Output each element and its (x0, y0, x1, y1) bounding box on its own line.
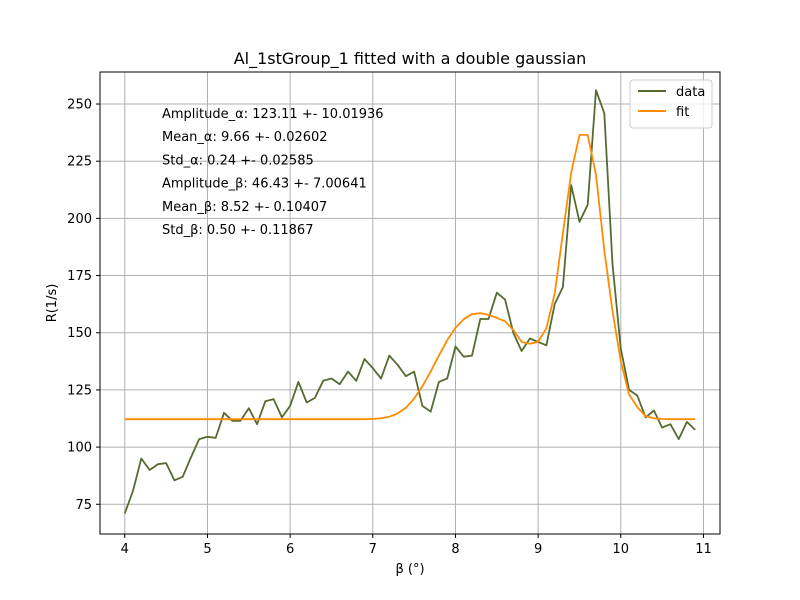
series-line-fit (124, 133, 696, 421)
x-tick-label: 10 (613, 542, 630, 557)
chart-title: Al_1stGroup_1 fitted with a double gauss… (234, 49, 587, 69)
legend-label-fit: fit (676, 105, 689, 120)
annotations: Amplitude_α: 123.11 +- 10.01936 Mean_α: 9… (162, 107, 384, 238)
x-tick-label: 9 (534, 542, 542, 557)
annotation-line: Amplitude_β: 46.43 +- 7.00641 (162, 177, 367, 192)
x-tick-label: 6 (286, 542, 294, 557)
y-ticks: 75 100 125 150 175 200 225 250 (67, 98, 100, 513)
annotation-line: Std_β: 0.50 +- 0.11867 (162, 223, 313, 238)
grid (100, 72, 720, 534)
x-tick-label: 11 (695, 542, 712, 557)
y-tick-label: 125 (67, 383, 92, 398)
plot-frame (99, 71, 721, 535)
y-tick-label: 250 (67, 98, 92, 113)
x-tick-label: 7 (369, 542, 377, 557)
x-axis-label: β (°) (395, 562, 424, 577)
y-tick-label: 150 (67, 326, 92, 341)
x-tick-label: 4 (121, 542, 129, 557)
y-tick-label: 75 (75, 498, 92, 513)
y-tick-label: 225 (67, 155, 92, 170)
annotation-line: Std_α: 0.24 +- 0.02585 (162, 153, 314, 168)
x-ticks: 4 5 6 7 8 9 10 11 (121, 534, 712, 557)
y-tick-label: 100 (67, 441, 92, 456)
series-line-data (123, 89, 696, 514)
y-axis-label: R(1/s) (45, 284, 60, 323)
x-tick-label: 8 (451, 542, 459, 557)
legend-label-data: data (676, 85, 705, 100)
y-tick-label: 200 (67, 212, 92, 227)
annotation-line: Mean_β: 8.52 +- 0.10407 (162, 200, 327, 215)
annotation-line: Amplitude_α: 123.11 +- 10.01936 (162, 107, 384, 122)
annotation-line: Mean_α: 9.66 +- 0.02602 (162, 130, 328, 145)
series-layer (123, 89, 696, 514)
y-tick-label: 175 (67, 269, 92, 284)
legend: data fit (629, 79, 713, 129)
x-tick-label: 5 (203, 542, 211, 557)
